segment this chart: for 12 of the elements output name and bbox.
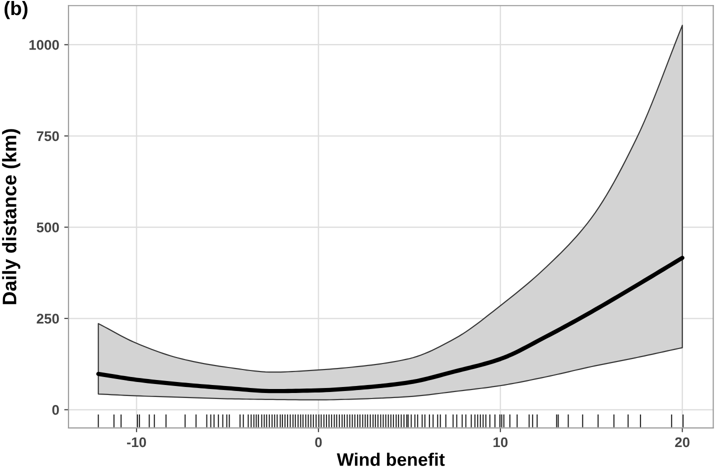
y-tick-label: 500 [36, 222, 59, 232]
y-tick-label: 1000 [29, 40, 59, 50]
x-tick-label: 10 [494, 437, 508, 448]
x-tick-label: 0 [315, 437, 322, 448]
x-tick-label: 20 [675, 437, 690, 448]
x-tick-label: -10 [127, 437, 146, 448]
y-axis-title: Daily distance (km) [2, 129, 20, 304]
y-tick-label: 0 [52, 405, 59, 415]
y-tick-label: 250 [36, 314, 59, 324]
y-tick-label: 750 [36, 131, 59, 142]
chart-title: (b) [4, 0, 28, 20]
x-axis-title: Wind benefit [336, 452, 445, 466]
